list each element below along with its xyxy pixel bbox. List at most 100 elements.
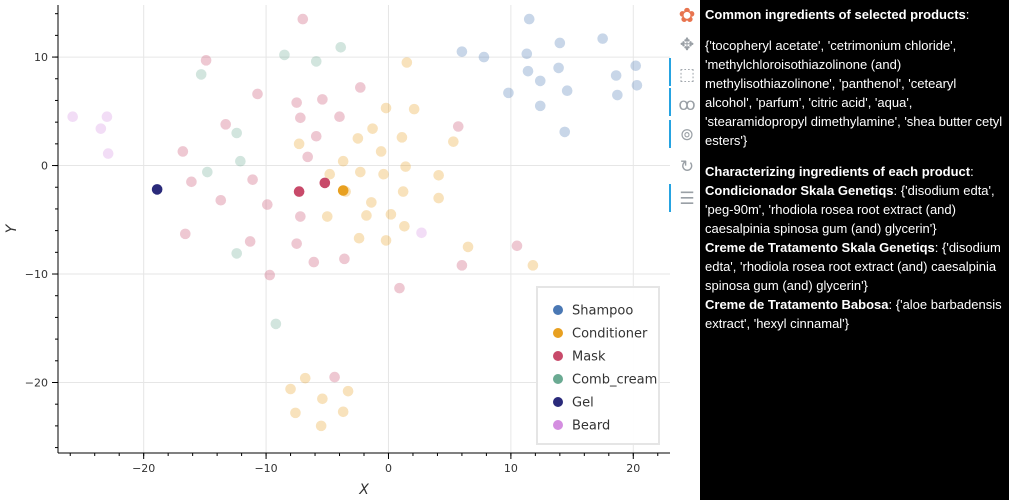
legend-label[interactable]: Shampoo <box>572 304 633 319</box>
data-point[interactable] <box>317 94 328 105</box>
data-point[interactable] <box>324 168 336 180</box>
data-point[interactable] <box>339 253 350 265</box>
data-point[interactable] <box>342 385 354 397</box>
data-point[interactable] <box>195 69 207 80</box>
data-point[interactable] <box>353 232 365 244</box>
legend-label[interactable]: Beard <box>572 419 610 434</box>
lasso-icon[interactable]: ꝏ <box>678 95 696 115</box>
data-point[interactable] <box>231 127 243 139</box>
data-point[interactable] <box>293 138 305 150</box>
data-point[interactable] <box>559 126 571 138</box>
data-point[interactable] <box>385 209 397 220</box>
data-point[interactable] <box>252 88 263 100</box>
data-point[interactable] <box>334 111 345 123</box>
data-point[interactable] <box>310 130 322 142</box>
data-point[interactable] <box>291 238 302 249</box>
data-point[interactable] <box>337 155 349 167</box>
legend-label[interactable]: Comb_cream <box>572 373 657 388</box>
data-point[interactable] <box>523 13 535 25</box>
data-point[interactable] <box>630 60 642 72</box>
data-point[interactable] <box>456 260 468 271</box>
data-point[interactable] <box>355 82 366 93</box>
data-point[interactable] <box>416 227 427 239</box>
data-point[interactable] <box>610 70 622 81</box>
data-point[interactable] <box>433 192 444 204</box>
data-point[interactable] <box>315 420 327 432</box>
data-point[interactable] <box>102 148 114 159</box>
data-point[interactable] <box>319 177 331 189</box>
data-point[interactable] <box>220 119 231 130</box>
legend-marker[interactable] <box>553 305 563 315</box>
data-point[interactable] <box>200 55 212 66</box>
data-point[interactable] <box>297 13 309 25</box>
data-point[interactable] <box>291 97 302 108</box>
data-point[interactable] <box>279 49 290 61</box>
legend-label[interactable]: Gel <box>572 396 594 411</box>
data-point[interactable] <box>321 211 333 222</box>
data-point[interactable] <box>553 62 564 74</box>
data-point[interactable] <box>456 46 468 57</box>
data-point[interactable] <box>378 168 389 180</box>
data-point[interactable] <box>270 318 282 330</box>
legend-label[interactable]: Mask <box>572 350 606 365</box>
legend-marker[interactable] <box>553 420 563 430</box>
data-point[interactable] <box>408 103 420 115</box>
data-point[interactable] <box>561 85 573 96</box>
hover-icon[interactable]: ☰ <box>679 189 695 209</box>
data-point[interactable] <box>308 256 320 268</box>
data-point[interactable] <box>202 166 213 178</box>
data-point[interactable] <box>534 100 546 112</box>
data-point[interactable] <box>302 151 313 163</box>
data-point[interactable] <box>612 89 623 101</box>
legend-marker[interactable] <box>553 374 563 384</box>
data-point[interactable] <box>337 406 349 418</box>
data-point[interactable] <box>215 194 227 206</box>
legend-marker[interactable] <box>553 397 563 407</box>
data-point[interactable] <box>448 136 459 147</box>
data-point[interactable] <box>631 79 643 91</box>
data-point[interactable] <box>399 220 410 232</box>
pan-icon[interactable]: ✥ <box>679 35 695 55</box>
data-point[interactable] <box>290 407 301 419</box>
data-point[interactable] <box>396 132 408 143</box>
data-point[interactable] <box>401 57 413 68</box>
data-point[interactable] <box>186 176 197 188</box>
wheel-zoom-icon[interactable]: ⊚ <box>679 125 695 145</box>
data-point[interactable] <box>521 48 533 60</box>
reset-icon[interactable]: ↻ <box>679 157 695 177</box>
data-point[interactable] <box>527 260 539 271</box>
data-point[interactable] <box>366 197 377 208</box>
data-point[interactable] <box>337 185 349 196</box>
data-point[interactable] <box>380 235 392 246</box>
legend-marker[interactable] <box>553 328 563 338</box>
data-point[interactable] <box>352 133 364 144</box>
data-point[interactable] <box>478 51 490 63</box>
data-point[interactable] <box>247 174 258 185</box>
data-point[interactable] <box>329 371 340 383</box>
data-point[interactable] <box>335 42 347 53</box>
data-point[interactable] <box>375 146 387 157</box>
data-point[interactable] <box>262 199 273 210</box>
data-point[interactable] <box>67 111 78 123</box>
legend-marker[interactable] <box>553 351 563 361</box>
data-point[interactable] <box>231 248 243 259</box>
data-point[interactable] <box>522 65 534 77</box>
data-point[interactable] <box>317 393 328 405</box>
data-point[interactable] <box>503 87 514 99</box>
data-point[interactable] <box>101 111 113 123</box>
data-point[interactable] <box>397 186 409 197</box>
data-point[interactable] <box>179 228 191 240</box>
data-point[interactable] <box>511 240 523 252</box>
data-point[interactable] <box>361 210 372 221</box>
data-point[interactable] <box>597 33 608 44</box>
data-point[interactable] <box>151 184 163 195</box>
data-point[interactable] <box>95 123 107 134</box>
data-point[interactable] <box>293 186 305 197</box>
data-point[interactable] <box>299 372 311 384</box>
data-point[interactable] <box>177 146 189 157</box>
data-point[interactable] <box>433 170 444 181</box>
data-point[interactable] <box>295 112 306 124</box>
data-point[interactable] <box>244 236 256 247</box>
data-point[interactable] <box>367 123 378 134</box>
data-point[interactable] <box>264 269 276 281</box>
